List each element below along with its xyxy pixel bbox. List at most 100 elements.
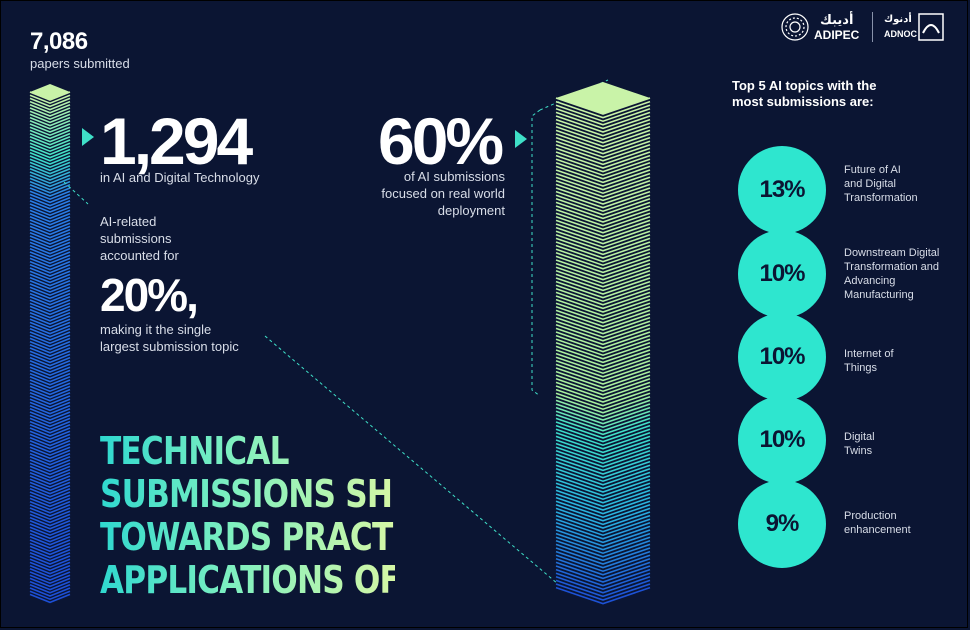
stack-sheet bbox=[29, 308, 71, 319]
stack-sheet bbox=[29, 520, 71, 530]
stack-sheet bbox=[555, 486, 651, 504]
stack-sheet bbox=[29, 225, 71, 236]
stack-sheet bbox=[555, 349, 651, 367]
stack-sheet bbox=[29, 203, 71, 213]
stack-sheet bbox=[29, 385, 71, 396]
stack-sheet bbox=[555, 414, 651, 432]
stack-sheet bbox=[555, 345, 651, 364]
stack-sheet bbox=[555, 295, 651, 313]
stack-sheet bbox=[29, 174, 71, 185]
stack-sheet bbox=[555, 525, 651, 544]
stack-sheet bbox=[29, 161, 71, 172]
stack-sheet bbox=[555, 100, 651, 119]
stack-sheet bbox=[29, 228, 71, 239]
stack-sheet bbox=[29, 468, 71, 479]
stack-sheet bbox=[555, 392, 651, 411]
stack-sheet bbox=[29, 196, 71, 207]
stack-sheet bbox=[555, 576, 651, 594]
topic-4-label-line: Twins bbox=[844, 445, 873, 457]
stack-sheet bbox=[29, 411, 71, 421]
stack-sheet bbox=[29, 344, 71, 354]
stack-sheet bbox=[29, 292, 71, 303]
stack-sheet bbox=[555, 316, 651, 335]
stack-sheet bbox=[29, 324, 71, 335]
stack-sheet bbox=[555, 540, 651, 558]
stack-sheet bbox=[29, 366, 71, 377]
stack-sheet bbox=[29, 148, 71, 159]
stack-sheet bbox=[555, 403, 651, 421]
stack-sheet bbox=[29, 408, 71, 418]
topic-2-circle: 10% bbox=[738, 230, 826, 318]
topic-3-label-line: Internet of bbox=[844, 348, 894, 360]
stack-sheet bbox=[29, 363, 71, 373]
topic-5-label-line: Production bbox=[844, 510, 897, 522]
stack-sheet bbox=[29, 280, 71, 290]
stack-sheet bbox=[29, 356, 71, 367]
topic-1-pct: 13% bbox=[759, 176, 805, 203]
total-papers-value: 7,086 bbox=[30, 28, 88, 55]
stack-sheet bbox=[29, 536, 71, 546]
stack-sheet bbox=[29, 552, 71, 562]
deployment-value: 60% bbox=[378, 104, 504, 178]
stack-sheet bbox=[555, 583, 651, 601]
stack-sheet bbox=[555, 352, 651, 371]
stack-sheet bbox=[555, 201, 651, 220]
stack-sheet bbox=[555, 460, 651, 479]
stack-sheet bbox=[29, 395, 71, 405]
stack-sheet bbox=[29, 136, 71, 146]
stack-sheet bbox=[29, 462, 71, 473]
stack-sheet bbox=[555, 219, 651, 238]
stack-sheet bbox=[29, 180, 71, 191]
stack-sheet bbox=[555, 273, 651, 292]
stack-sheet bbox=[29, 555, 71, 565]
stack-sheet bbox=[29, 241, 71, 252]
stack-sheet bbox=[29, 494, 71, 505]
stack-sheet bbox=[555, 568, 651, 587]
topic-2-label: Downstream Digital Transformation and Ad… bbox=[844, 246, 954, 302]
adnoc-emblem-icon bbox=[918, 13, 944, 41]
topic-5-circle: 9% bbox=[738, 480, 826, 568]
stack-sheet bbox=[555, 424, 651, 443]
stack-sheet bbox=[29, 276, 71, 287]
stack-sheet bbox=[555, 284, 651, 303]
stack-sheet bbox=[555, 457, 651, 475]
deployment-label: of AI submissions focused on real world … bbox=[350, 168, 505, 219]
stack-sheet bbox=[555, 399, 651, 418]
stack-sheet bbox=[555, 327, 651, 346]
stack-sheet bbox=[29, 420, 71, 431]
stack-sheet bbox=[555, 522, 651, 540]
stack-sheet bbox=[555, 212, 651, 231]
stack-sheet bbox=[555, 374, 651, 393]
stack-sheet bbox=[555, 432, 651, 450]
stack-sheet bbox=[29, 382, 71, 393]
stack-sheet bbox=[29, 424, 71, 434]
stack-sheet bbox=[555, 187, 651, 205]
stack-sheet bbox=[29, 289, 71, 300]
topic-3-pct: 10% bbox=[759, 343, 805, 370]
stack-sheet bbox=[555, 468, 651, 486]
stack-sheet bbox=[29, 433, 71, 444]
stack-sheet bbox=[29, 459, 71, 469]
stack-sheet bbox=[555, 133, 651, 151]
stack-top-sheet bbox=[30, 84, 70, 100]
stack-sheet bbox=[29, 392, 71, 402]
stack-sheet bbox=[29, 523, 71, 533]
stack-sheet bbox=[555, 270, 651, 288]
stack-sheet bbox=[555, 190, 651, 209]
stack-sheet bbox=[555, 360, 651, 378]
stack-sheet bbox=[29, 193, 71, 204]
stack-sheet bbox=[555, 162, 651, 180]
stack-sheet bbox=[29, 158, 71, 169]
adipec-arabic-text: أديبك bbox=[820, 12, 854, 27]
stack-sheet bbox=[29, 299, 71, 309]
stack-sheet bbox=[555, 248, 651, 267]
stack-sheet bbox=[29, 273, 71, 284]
stack-sheet bbox=[29, 388, 71, 399]
stack-sheet bbox=[555, 561, 651, 580]
stack-sheet bbox=[555, 136, 651, 155]
stack-sheet bbox=[29, 510, 71, 521]
stack-sheet bbox=[29, 436, 71, 447]
stack-sheet bbox=[555, 529, 651, 547]
stack-sheet bbox=[29, 142, 71, 153]
stack-sheet bbox=[555, 252, 651, 270]
